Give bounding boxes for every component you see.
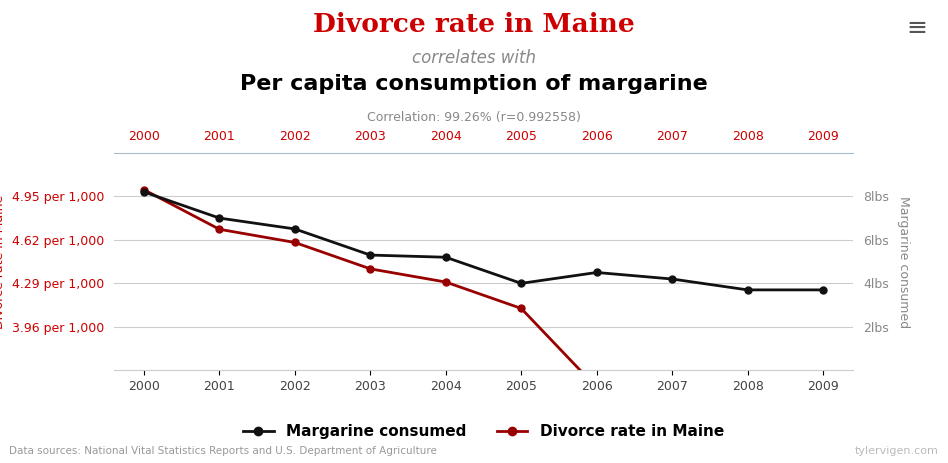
- Text: Correlation: 99.26% (r=0.992558): Correlation: 99.26% (r=0.992558): [367, 111, 581, 124]
- Text: Data sources: National Vital Statistics Reports and U.S. Department of Agricultu: Data sources: National Vital Statistics …: [9, 446, 437, 456]
- Y-axis label: Divorce rate in Maine: Divorce rate in Maine: [0, 194, 6, 329]
- Text: ≡: ≡: [906, 16, 927, 40]
- Legend: Margarine consumed, Divorce rate in Maine: Margarine consumed, Divorce rate in Main…: [237, 418, 730, 445]
- Text: Per capita consumption of margarine: Per capita consumption of margarine: [240, 74, 708, 94]
- Text: tylervigen.com: tylervigen.com: [855, 446, 939, 456]
- Text: correlates with: correlates with: [412, 49, 536, 67]
- Y-axis label: Margarine consumed: Margarine consumed: [897, 195, 910, 328]
- Text: Divorce rate in Maine: Divorce rate in Maine: [313, 12, 635, 37]
